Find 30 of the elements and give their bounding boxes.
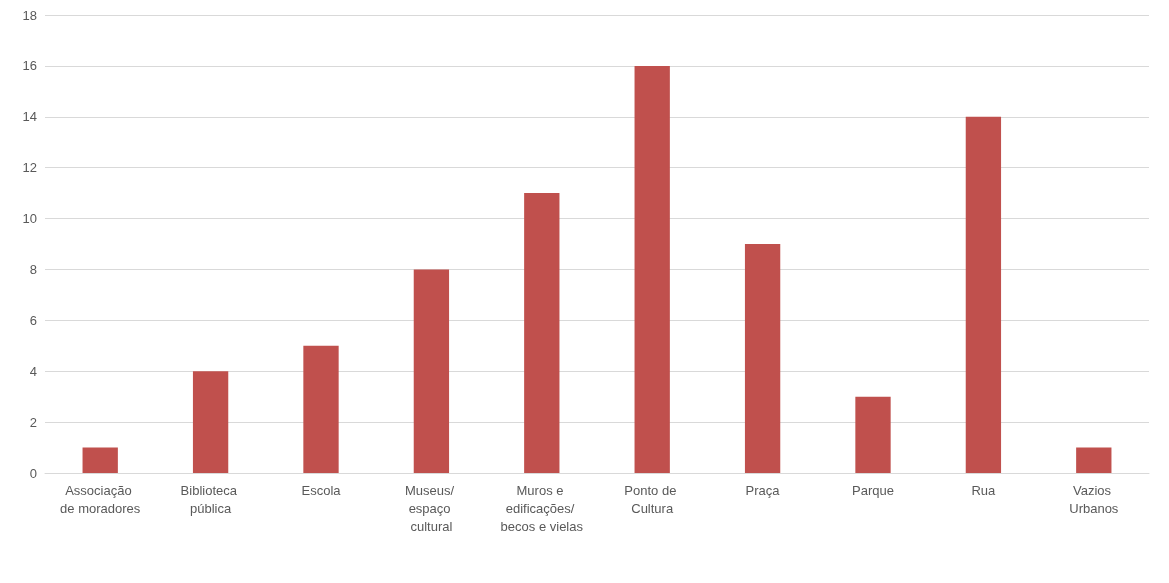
- bar: [965, 116, 1002, 473]
- x-tick-label: Parque: [852, 482, 894, 498]
- bar: [82, 447, 118, 473]
- bar: [634, 65, 670, 473]
- x-tick-label: Praça: [745, 482, 781, 498]
- bar: [855, 396, 891, 473]
- x-tick-label: Rua: [971, 482, 997, 498]
- bar: [524, 193, 560, 473]
- x-tick-label: Muros e edificações/ becos e vielas: [500, 482, 584, 534]
- x-tick-label: Museus/ espaço cultural: [405, 482, 458, 534]
- bar: [303, 345, 339, 473]
- y-tick-label: 12: [22, 160, 37, 176]
- bar: [1076, 447, 1112, 473]
- x-tick-label: Vazios Urbanos: [1069, 482, 1119, 516]
- y-tick-label: 0: [29, 465, 37, 481]
- bar: [413, 269, 450, 473]
- y-tick-label: 10: [22, 211, 37, 227]
- y-tick-label: 6: [29, 312, 37, 328]
- y-tick-label: 4: [29, 363, 37, 379]
- y-tick-label: 2: [29, 414, 37, 430]
- x-tick-label: Escola: [301, 482, 342, 498]
- y-tick-label: 14: [22, 109, 37, 125]
- x-tick-label: Ponto de Cultura: [624, 482, 681, 516]
- bar: [192, 371, 229, 473]
- bar: [744, 244, 781, 473]
- y-tick-label: 16: [22, 58, 37, 74]
- x-tick-label: Associação de moradores: [60, 482, 141, 516]
- x-tick-label: Biblioteca pública: [180, 482, 241, 516]
- y-tick-label: 18: [22, 7, 37, 23]
- y-tick-label: 8: [29, 261, 37, 277]
